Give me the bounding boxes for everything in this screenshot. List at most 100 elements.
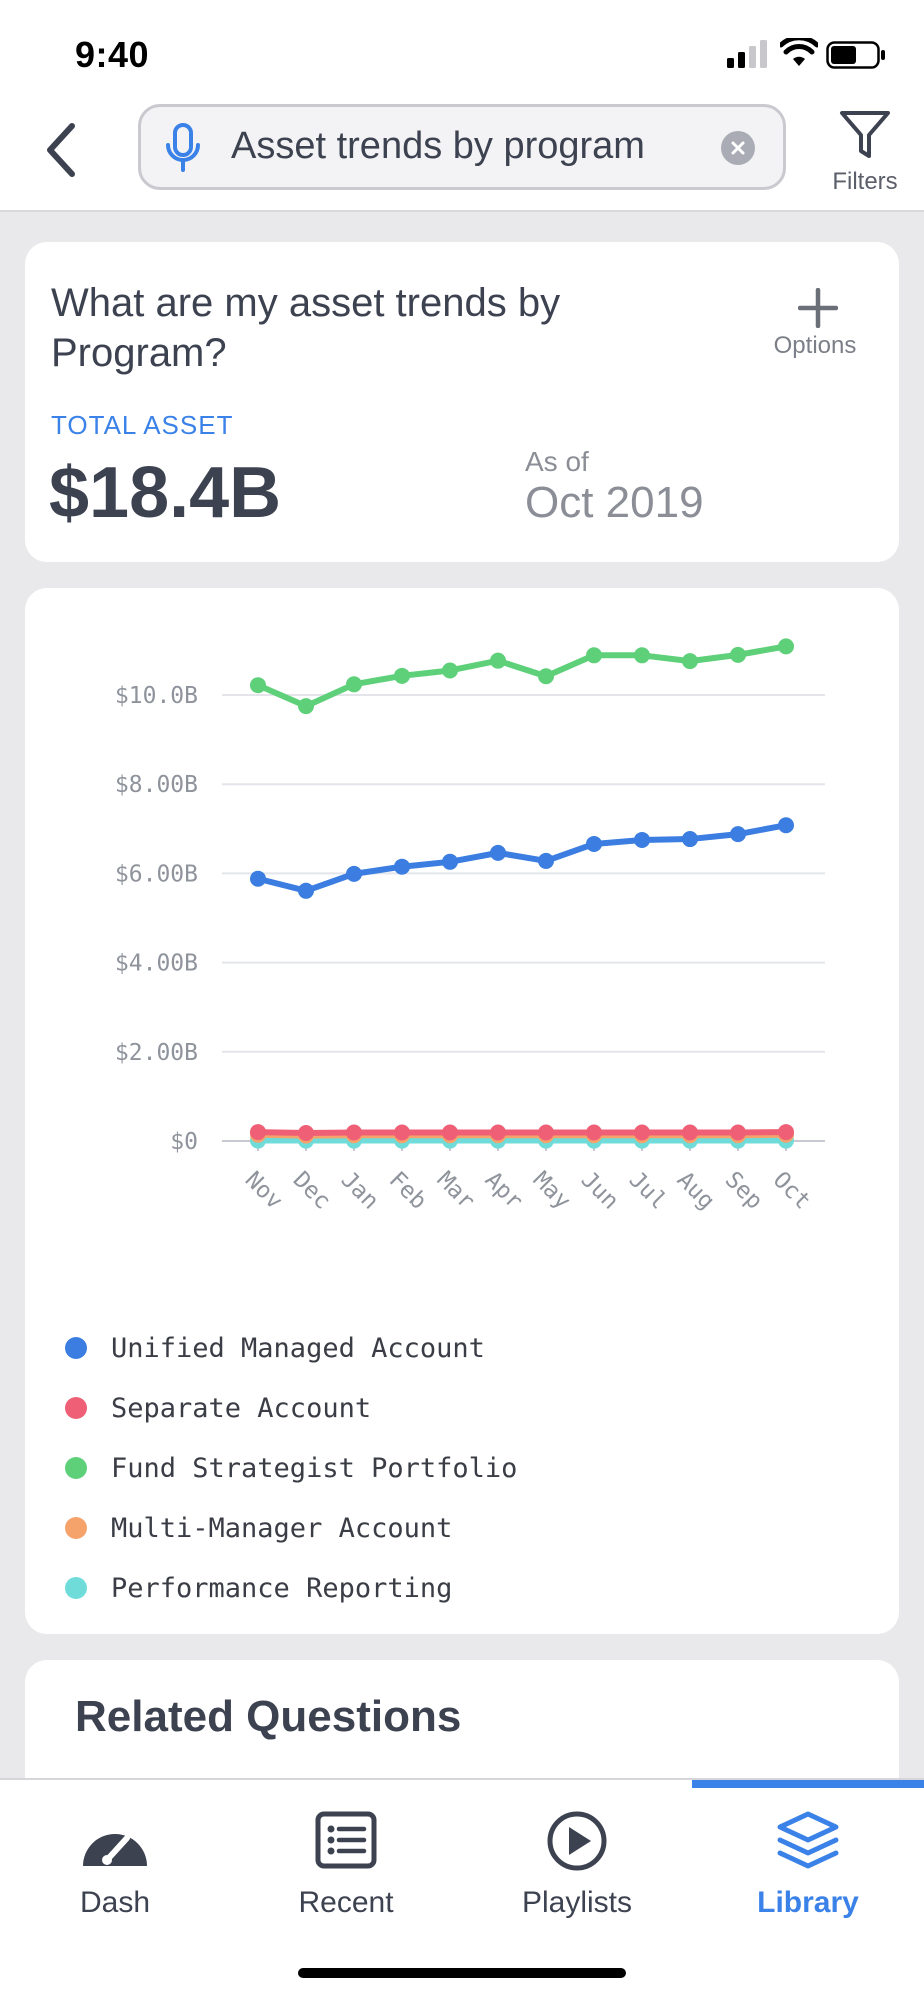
related-questions-title: Related Questions [75,1692,462,1741]
question-title: What are my asset trends by Program? [51,281,561,375]
chevron-left-icon [47,123,75,177]
series-line [255,822,789,894]
data-point [490,844,506,861]
data-point [538,668,554,685]
list-icon [315,1811,377,1869]
y-tick-label: $0 [170,1129,198,1155]
data-point [442,853,458,870]
legend-item[interactable]: Fund Strategist Portfolio [65,1448,517,1488]
legend-dot [65,1577,87,1599]
microphone-icon[interactable] [165,123,201,173]
back-button[interactable] [38,120,82,180]
data-point [730,646,746,663]
data-point [634,1124,650,1141]
data-point [634,647,650,664]
data-point [346,676,362,693]
legend-item[interactable]: Separate Account [65,1388,371,1428]
options-button[interactable]: Options [760,288,870,359]
legend-item[interactable]: Unified Managed Account [65,1328,485,1368]
data-point [442,662,458,679]
y-tick-label: $8.00B [115,772,198,798]
play-circle-icon [547,1811,607,1871]
clear-search-icon[interactable] [721,131,755,165]
legend-dot [65,1517,87,1539]
data-point [394,858,410,875]
data-point [394,1124,410,1141]
legend-dot [65,1337,87,1359]
tab-library-label: Library [757,1886,859,1919]
tab-dash[interactable]: Dash [15,1800,215,1920]
cellular-signal-icon [727,40,767,68]
data-point [346,865,362,882]
total-asset-value: $18.4B [49,453,282,533]
active-tab-indicator [692,1780,924,1788]
data-point [778,817,794,834]
search-query[interactable]: Asset trends by program [231,125,645,167]
tab-playlists[interactable]: Playlists [477,1800,677,1920]
legend-label: Fund Strategist Portfolio [111,1452,518,1484]
data-point [490,652,506,669]
data-point [250,870,266,887]
tab-library[interactable]: Library [708,1800,908,1920]
x-tick-label: May [528,1167,576,1215]
status-bar: 9:40 [0,0,924,100]
legend-item[interactable]: Multi-Manager Account [65,1508,452,1548]
data-point [538,852,554,869]
options-label: Options [773,332,857,359]
status-time: 9:40 [75,34,150,75]
tab-playlists-label: Playlists [521,1886,633,1919]
x-tick-label: Oct [768,1167,816,1215]
tab-bar: Dash Recent Playlists Library [0,1778,924,2000]
search-input[interactable]: Asset trends by program [138,104,786,190]
data-point [298,882,314,899]
y-tick-label: $2.00B [115,1040,198,1066]
data-point [634,831,650,848]
legend-label: Multi-Manager Account [111,1512,453,1544]
total-asset-label: TOTAL ASSET [51,410,234,440]
chart-card: $0 $2.00B $4.00B $6.00B $8.00B $10.0B Nov Dec Ja… [25,588,899,1634]
data-point [298,698,314,715]
legend-item[interactable]: Performance Reporting [65,1568,452,1608]
home-indicator [298,1968,626,1978]
data-point [682,1124,698,1141]
plus-icon [798,288,838,328]
legend-dot [65,1397,87,1419]
data-point [730,826,746,843]
x-tick-label: Jun [576,1167,624,1215]
data-point [250,677,266,694]
x-tick-label: Apr [480,1167,528,1215]
filters-button[interactable]: Filters [822,106,908,196]
y-tick-label: $6.00B [115,861,198,887]
tab-dash-label: Dash [79,1886,151,1919]
data-point [538,1124,554,1141]
tab-recent-label: Recent [298,1886,394,1919]
legend-label: Performance Reporting [111,1572,453,1604]
dashboard-gauge-icon [83,1834,147,1866]
data-point [346,1124,362,1141]
battery-icon [826,41,885,69]
filters-label: Filters [832,168,898,195]
series-line [255,643,789,710]
stacked-layers-icon [777,1811,839,1869]
legend-dot [65,1457,87,1479]
related-questions-card: Related Questions [25,1660,899,1780]
wifi-icon [780,38,818,66]
data-point [730,1124,746,1141]
filter-funnel-icon [840,111,890,158]
data-point [682,831,698,848]
y-tick-label: $4.00B [115,951,198,977]
x-tick-label: Jul [624,1167,672,1215]
x-tick-label: Dec [288,1167,336,1215]
data-point [586,835,602,852]
search-header: Asset trends by program Filters [0,100,924,212]
data-point [586,647,602,664]
data-point [586,1124,602,1141]
data-point [682,653,698,670]
data-point [778,1124,794,1141]
legend-label: Unified Managed Account [111,1332,485,1364]
x-tick-label: Nov [240,1167,288,1215]
x-tick-label: Sep [720,1167,768,1215]
tab-recent[interactable]: Recent [246,1800,446,1920]
asset-trend-line-chart[interactable]: $0 $2.00B $4.00B $6.00B $8.00B $10.0B Nov Dec Ja… [25,588,899,1348]
x-tick-label: Aug [672,1167,720,1215]
